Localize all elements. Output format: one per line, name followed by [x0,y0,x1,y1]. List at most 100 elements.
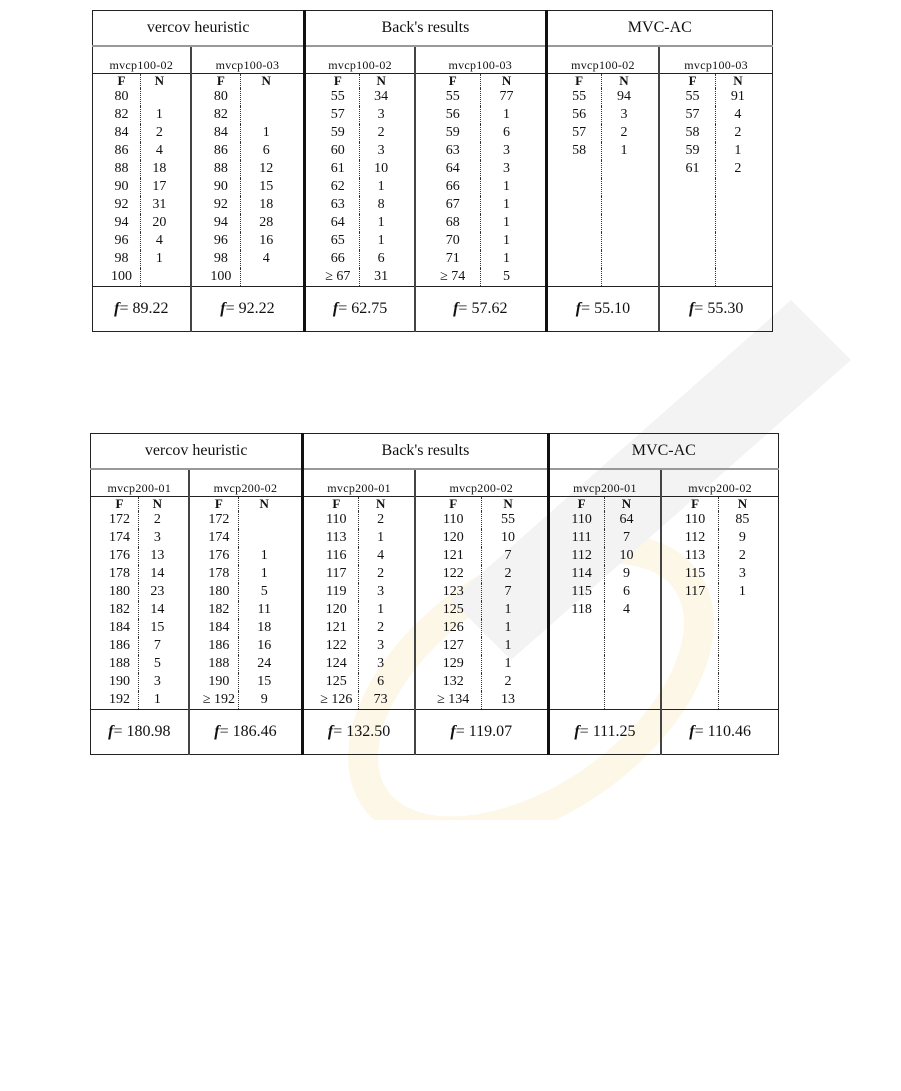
cell-f: 112 [546,547,605,565]
cell-n: 2 [153,512,161,527]
cell-f: 172 [187,511,240,529]
cell-n: 16 [257,638,272,653]
cell-f: ≥ 67 [303,268,361,287]
table-row: 190 3 190 15 125 6 132 2 [89,673,780,691]
table-row: 96 4 96 16 65 1 70 1 [91,232,774,250]
column-header-f: F [660,496,719,511]
cell-f: 121 [413,547,482,565]
group-title: vercov heuristic [89,433,303,470]
f-value: 62.75 [351,300,388,317]
table-row: 180 23 180 5 119 3 123 7 115 6 117 1 [89,583,780,601]
cell-n: 1 [153,692,161,707]
cell-f: 122 [301,637,360,655]
cell-f: 110 [301,511,360,529]
f-value: 55.10 [594,300,631,317]
cell-n: 7 [504,548,512,563]
cell-f [546,673,605,691]
cell-f: 65 [303,232,361,250]
cell-f: 123 [413,583,482,601]
cell-n: 1 [503,107,511,122]
equals-sign: = [338,300,352,317]
dataset-name: mvcp100-02 [303,46,415,74]
cell-f: 126 [413,619,482,637]
cell-f: 62 [303,178,361,196]
cell-n: 3 [377,638,385,653]
f-symbol: f [114,300,120,317]
cell-f [660,691,719,710]
cell-f: 113 [660,547,719,565]
cell-f: 115 [660,565,719,583]
table-row: 174 3 174 113 1 120 10 111 7 112 9 [89,529,780,547]
results-table-mvcp100: vercov heuristic Back's results MVC-AC mvcp… [91,10,774,332]
cell-f [660,601,719,619]
column-header-f: F [189,73,242,88]
equals-sign: = [694,300,708,317]
cell-n [241,106,305,124]
f-symbol: f [453,300,459,317]
cell-n [141,88,191,106]
cell-f: 58 [544,142,602,160]
cell-n [601,160,659,178]
cell-n: 28 [259,215,274,230]
cell-f: 94 [91,214,142,232]
cell-n: 3 [153,674,161,689]
column-header-f: F [546,496,605,511]
cell-f: 86 [189,142,242,160]
cell-n: 1 [503,233,511,248]
cell-f: 98 [91,250,142,268]
f-value: 92.22 [238,300,275,317]
f-value: 119.07 [468,723,513,740]
cell-n: 15 [150,620,165,635]
cell-f: 66 [303,250,361,268]
cell-n [604,619,661,637]
cell-n: 13 [150,548,165,563]
cell-n: 10 [619,548,634,563]
dataset-name: mvcp100-03 [189,46,305,74]
cell-n: 14 [150,602,165,617]
f-symbol: f [574,723,580,740]
cell-f: 82 [91,106,142,124]
dataset-name: mvcp100-02 [544,46,660,74]
cell-f: 56 [413,106,481,124]
cell-n [718,637,780,655]
cell-n: 1 [504,638,512,653]
cell-f: 127 [413,637,482,655]
cell-f: 116 [301,547,360,565]
cell-n: 1 [262,125,270,140]
cell-n [715,232,774,250]
cell-f [544,214,602,232]
f-value: 186.46 [232,723,277,740]
cell-n [601,214,659,232]
table-row: 100 100 ≥ 67 31 ≥ 74 5 [91,268,774,287]
cell-n: 73 [373,692,388,707]
cell-n: 2 [377,620,385,635]
f-value: 89.22 [132,300,169,317]
dataset-name: mvcp100-03 [413,46,547,74]
group-title: MVC-AC [546,433,780,470]
cell-n: 64 [619,512,634,527]
cell-f: 100 [189,268,242,287]
cell-f: 115 [546,583,605,601]
column-header-f: F [187,496,240,511]
cell-f: 122 [413,565,482,583]
cell-n: 4 [262,251,270,266]
cell-f [660,637,719,655]
cell-f: 121 [301,619,360,637]
cell-f [658,250,716,268]
cell-n: 1 [504,602,512,617]
average-f-value: f= 186.46 [187,709,303,755]
cell-n [604,655,661,673]
cell-f: 188 [89,655,140,673]
cell-n: 10 [374,161,389,176]
average-f-value: f= 89.22 [91,286,191,332]
cell-f [544,250,602,268]
cell-f: 80 [189,88,242,106]
cell-n: 3 [503,143,511,158]
cell-f: 96 [91,232,142,250]
cell-f [544,232,602,250]
table-row: 192 1 ≥ 192 9 ≥ 126 73 ≥ 134 13 [89,691,780,710]
cell-f: 182 [187,601,240,619]
cell-f: 55 [658,88,716,106]
cell-n: 1 [377,179,385,194]
cell-n: 3 [718,565,780,583]
